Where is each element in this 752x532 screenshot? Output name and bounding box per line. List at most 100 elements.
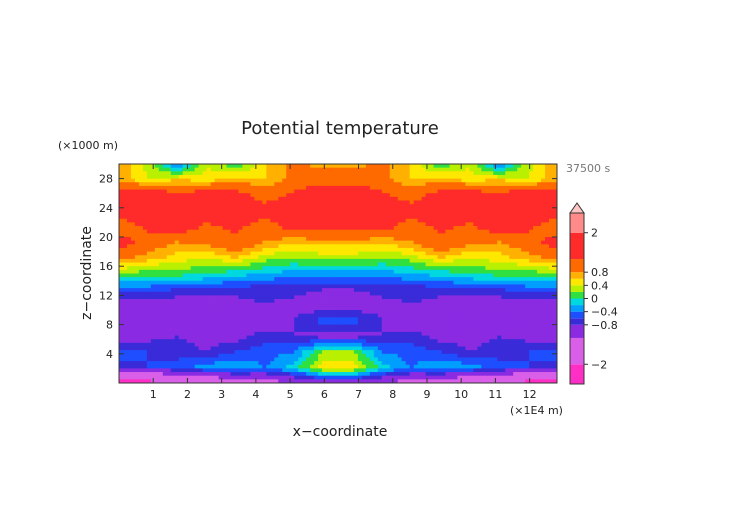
heatmap-cell [190,193,196,198]
heatmap-cell [397,207,403,212]
heatmap-cell [393,167,399,172]
heatmap-cell [334,240,339,245]
heatmap-cell [178,320,184,325]
heatmap-cell [286,164,291,169]
heatmap-cell [501,310,506,315]
heatmap-cell [282,215,287,220]
heatmap-cell [326,324,331,329]
heatmap-cell [533,182,538,187]
heatmap-cell [130,295,136,300]
heatmap-cell [417,277,423,282]
heatmap-cell [381,269,387,274]
heatmap-cell [449,182,454,187]
heatmap-cell [433,185,438,190]
heatmap-cell [529,302,534,307]
heatmap-cell [270,233,275,238]
heatmap-cell [453,182,458,187]
heatmap-cell [445,226,450,231]
heatmap-cell [525,196,530,201]
heatmap-cell [553,269,558,274]
heatmap-cell [401,233,407,238]
heatmap-cell [206,189,211,194]
heatmap-cell [389,288,395,293]
heatmap-cell [513,226,518,231]
heatmap-cell [541,215,546,220]
heatmap-cell [222,291,227,296]
heatmap-cell [162,237,168,242]
heatmap-cell [497,255,502,260]
heatmap-cell [294,255,299,260]
heatmap-cell [441,269,446,274]
heatmap-cell [130,171,136,176]
heatmap-cell [226,310,231,315]
heatmap-cell [405,266,411,271]
heatmap-cell [521,258,526,263]
heatmap-cell [202,178,207,183]
heatmap-cell [286,295,291,300]
heatmap-cell [298,218,303,223]
heatmap-cell [525,233,530,238]
heatmap-cell [429,313,434,318]
heatmap-cell [294,277,299,282]
heatmap-cell [222,237,227,242]
heatmap-cell [549,211,554,216]
heatmap-cell [214,193,219,198]
heatmap-cell [445,317,450,322]
heatmap-cell [449,174,454,179]
heatmap-cell [318,266,323,271]
heatmap-cell [533,196,538,201]
heatmap-cell [529,200,534,205]
heatmap-cell [489,237,494,242]
heatmap-cell [282,240,287,245]
heatmap-cell [445,273,450,278]
heatmap-cell [485,310,490,315]
heatmap-cell [393,182,399,187]
heatmap-cell [134,164,140,169]
heatmap-cell [489,284,494,289]
heatmap-cell [266,299,271,304]
heatmap-cell [349,193,355,198]
heatmap-cell [469,193,474,198]
heatmap-cell [357,310,363,315]
heatmap-cell [282,317,287,322]
heatmap-cell [377,269,383,274]
heatmap-cell [489,255,494,260]
heatmap-cell [425,215,430,220]
heatmap-cell [525,207,530,212]
heatmap-cell [306,320,311,325]
heatmap-cell [381,262,387,267]
heatmap-cell [425,182,430,187]
heatmap-cell [485,226,490,231]
heatmap-cell [357,229,363,234]
heatmap-cell [433,251,438,256]
heatmap-cell [142,251,148,256]
heatmap-cell [278,302,283,307]
heatmap-cell [226,167,231,172]
heatmap-cell [441,193,446,198]
heatmap-cell [170,255,176,260]
heatmap-cell [381,185,387,190]
heatmap-cell [174,317,180,322]
heatmap-cell [126,182,132,187]
heatmap-cell [481,269,486,274]
heatmap-cell [353,269,359,274]
heatmap-cell [501,200,506,205]
heatmap-cell [174,299,180,304]
heatmap-cell [119,324,124,329]
heatmap-cell [206,200,211,205]
heatmap-cell [457,178,462,183]
heatmap-cell [477,310,482,315]
heatmap-cell [385,200,391,205]
heatmap-cell [477,240,482,245]
heatmap-cell [505,269,510,274]
heatmap-cell [357,240,363,245]
heatmap-cell [278,218,283,223]
heatmap-cell [509,182,514,187]
heatmap-cell [278,266,283,271]
x-axis-label: x−coordinate [293,424,388,440]
heatmap-cell [449,189,454,194]
heatmap-cell [334,207,339,212]
heatmap-cell [517,317,522,322]
heatmap-cell [202,313,207,318]
heatmap-cell [119,313,124,318]
